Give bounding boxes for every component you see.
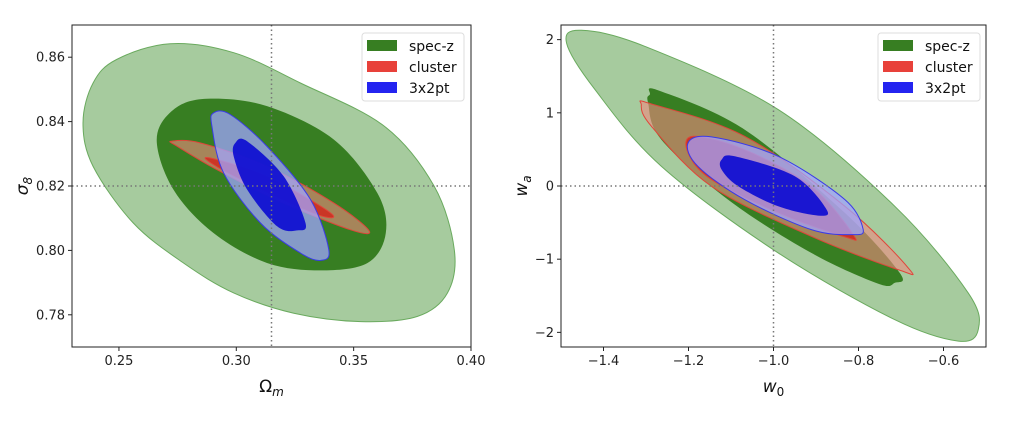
- y-tick-label: 0: [546, 180, 554, 195]
- y-axis-label: σ8: [13, 176, 35, 195]
- legend-swatch-3x2pt: [367, 82, 397, 93]
- x-axis-label-sub: 0: [777, 385, 785, 399]
- panel-2: −1.4 −1.2 −1.0 −0.8 −0.6−2−1012w0waspec-zclu…: [512, 24, 987, 399]
- x-tick-label: 0.35: [339, 354, 368, 369]
- x-axis-label: w0: [763, 377, 785, 399]
- legend-swatch-cluster: [883, 61, 913, 72]
- x-tick-label: 0.40: [457, 354, 486, 369]
- y-axis-label: wa: [512, 175, 534, 196]
- legend-label: cluster: [409, 60, 457, 76]
- legend-label: cluster: [925, 60, 973, 76]
- legend-swatch-cluster: [367, 61, 397, 72]
- legend-swatch-3x2pt: [883, 82, 913, 93]
- x-tick-label: 0.30: [222, 354, 251, 369]
- y-tick-label: −2: [535, 326, 554, 341]
- x-axis-label: Ωm: [259, 377, 284, 399]
- y-tick-label: 1: [546, 106, 554, 121]
- legend-label: 3x2pt: [409, 81, 450, 97]
- x-tick-label: −1.0: [758, 354, 790, 369]
- x-axis-label-base: Ω: [259, 377, 272, 397]
- panel-1: 0.25 0.30 0.35 0.40 0.78 0.80 0.82 0.84 0.86 Ωm σ8…: [13, 24, 486, 399]
- y-tick-label: 0.86: [36, 51, 65, 66]
- y-tick-label: 0.78: [36, 308, 65, 323]
- legend-label: spec-z: [409, 39, 454, 55]
- y-axis-label-sub: a: [520, 175, 534, 182]
- plot-area: [72, 25, 471, 347]
- legend: spec-z cluster 3x2pt: [877, 32, 981, 102]
- y-axis-label-base: w: [512, 183, 532, 197]
- x-tick-label: 0.25: [104, 354, 133, 369]
- y-tick-label: 2: [546, 33, 554, 48]
- x-tick-label: −1.2: [673, 354, 705, 369]
- legend: spec-z cluster 3x2pt: [361, 32, 465, 102]
- y-tick-label: −1: [535, 253, 554, 268]
- x-axis-label-sub: m: [272, 385, 284, 399]
- legend-label: 3x2pt: [925, 81, 966, 97]
- legend-label: spec-z: [925, 39, 970, 55]
- legend-swatch-spec-z: [883, 40, 913, 51]
- plot-area: [561, 25, 986, 347]
- x-tick-label: −0.8: [843, 354, 875, 369]
- legend-swatch-spec-z: [367, 40, 397, 51]
- x-tick-label: −0.6: [928, 354, 960, 369]
- y-tick-label: 0.82: [36, 180, 65, 195]
- y-tick-label: 0.80: [36, 244, 65, 259]
- y-axis-label-base: σ: [13, 183, 33, 195]
- y-axis-label-sub: 8: [21, 176, 35, 184]
- x-tick-label: −1.4: [588, 354, 620, 369]
- x-axis-label-base: w: [763, 377, 777, 397]
- y-tick-label: 0.84: [36, 115, 65, 130]
- contour-3x2pt-68: [232, 138, 307, 232]
